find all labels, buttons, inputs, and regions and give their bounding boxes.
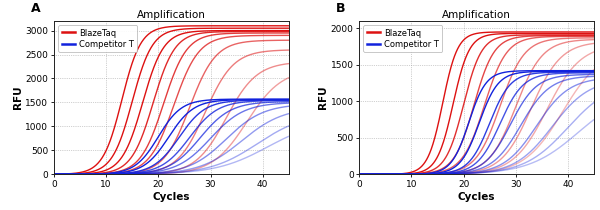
Text: B: B [336,2,345,15]
Text: A: A [31,2,40,15]
X-axis label: Cycles: Cycles [458,192,496,202]
Legend: BlazeTaq, Competitor T: BlazeTaq, Competitor T [58,25,137,52]
Title: Amplification: Amplification [137,10,206,20]
Title: Amplification: Amplification [442,10,511,20]
Legend: BlazeTaq, Competitor T: BlazeTaq, Competitor T [364,25,442,52]
X-axis label: Cycles: Cycles [152,192,190,202]
Y-axis label: RFU: RFU [13,86,23,109]
Y-axis label: RFU: RFU [318,86,328,109]
